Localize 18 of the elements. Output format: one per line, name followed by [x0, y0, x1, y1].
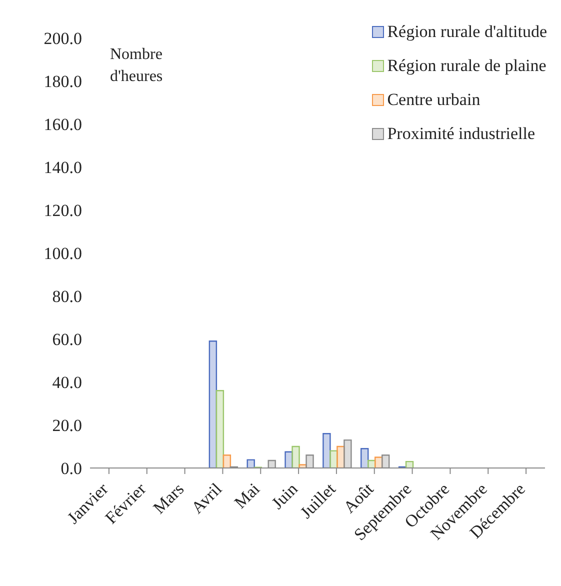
y-tick-label: 60.0 — [52, 330, 82, 350]
y-tick-label: 40.0 — [52, 373, 82, 392]
legend-label: Région rurale de plaine — [387, 56, 546, 76]
y-tick-label: 140.0 — [44, 158, 82, 178]
y-axis-title: Nombre d'heures — [110, 45, 163, 87]
legend-label: Région rurale d'altitude — [387, 22, 547, 42]
legend-label: Proximité industrielle — [387, 124, 535, 144]
x-tick-label: Juin — [268, 479, 302, 513]
y-tick-label: 100.0 — [44, 244, 82, 264]
y-tick-label: 80.0 — [52, 287, 82, 306]
y-tick-label: 0.0 — [60, 459, 82, 478]
y-tick-label: 180.0 — [44, 72, 82, 92]
y-tick-label: 20.0 — [52, 416, 82, 436]
y-tick-label: 120.0 — [44, 201, 82, 220]
x-tick-label: Mai — [230, 479, 264, 512]
y-tick-label: 160.0 — [44, 115, 82, 134]
legend-label: Centre urbain — [387, 90, 480, 110]
y-tick-label: 200.0 — [44, 29, 82, 48]
